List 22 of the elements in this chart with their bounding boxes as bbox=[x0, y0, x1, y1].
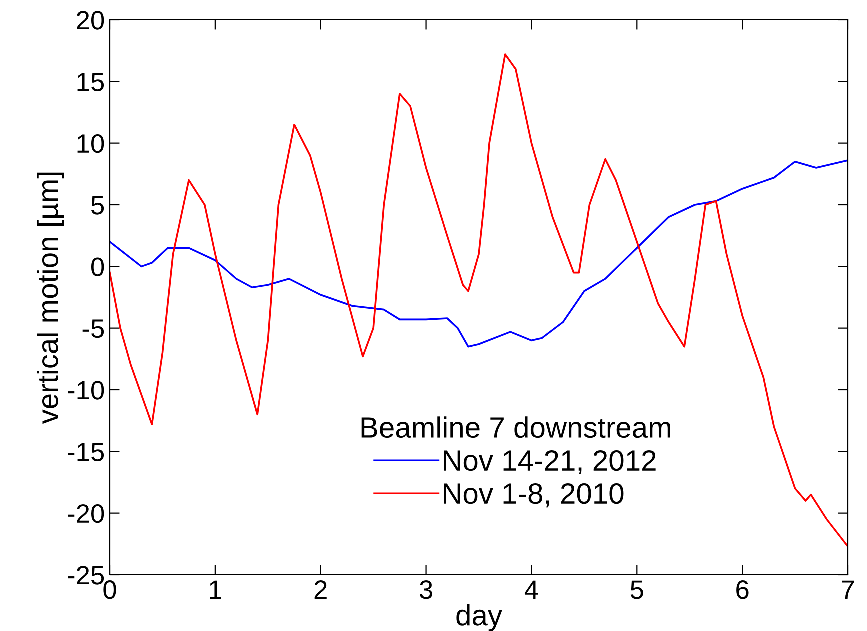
y-tick-label: -10 bbox=[68, 381, 104, 400]
y-tick-label: 5 bbox=[92, 196, 104, 215]
y-tick-label: 0 bbox=[91, 258, 104, 276]
x-tick-label: 4 bbox=[524, 580, 538, 599]
x-tick-label: 3 bbox=[420, 580, 432, 600]
x-tick-label: 5 bbox=[630, 580, 644, 600]
y-tick-label: -20 bbox=[68, 504, 104, 524]
y-tick-label: -5 bbox=[82, 320, 104, 338]
x-tick-label: 6 bbox=[736, 580, 749, 600]
x-tick-label: 1 bbox=[210, 580, 222, 599]
legend-title: Beamline 7 downstream bbox=[362, 416, 670, 438]
x-tick-label: 0 bbox=[104, 580, 116, 600]
y-tick-label: 15 bbox=[78, 73, 104, 92]
y-axis-title: vertical motion [µm] bbox=[37, 172, 64, 424]
y-tick-label: 10 bbox=[78, 134, 104, 154]
legend-label: Nov 14-21, 2012 bbox=[444, 450, 656, 475]
x-tick-label: 7 bbox=[842, 580, 854, 599]
y-tick-label: -15 bbox=[68, 443, 104, 462]
legend-label: Nov 1-8, 2010 bbox=[444, 483, 624, 508]
x-tick-label: 2 bbox=[314, 580, 327, 599]
y-tick-label: -25 bbox=[68, 566, 104, 585]
y-tick-label: 20 bbox=[77, 11, 104, 30]
